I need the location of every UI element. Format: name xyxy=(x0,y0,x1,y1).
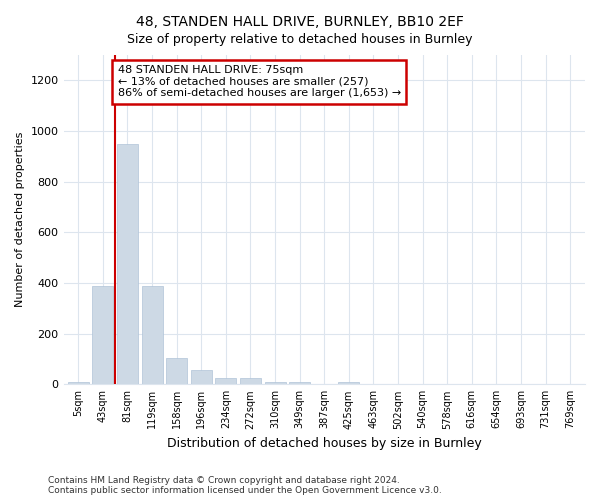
Bar xyxy=(265,382,286,384)
Bar xyxy=(289,382,310,384)
Bar xyxy=(215,378,236,384)
Bar xyxy=(142,286,163,384)
Bar xyxy=(338,382,359,384)
X-axis label: Distribution of detached houses by size in Burnley: Distribution of detached houses by size … xyxy=(167,437,482,450)
Bar xyxy=(240,378,261,384)
Bar xyxy=(166,358,187,384)
Text: 48 STANDEN HALL DRIVE: 75sqm
← 13% of detached houses are smaller (257)
86% of s: 48 STANDEN HALL DRIVE: 75sqm ← 13% of de… xyxy=(118,65,401,98)
Text: Size of property relative to detached houses in Burnley: Size of property relative to detached ho… xyxy=(127,32,473,46)
Bar xyxy=(117,144,138,384)
Bar xyxy=(68,382,89,384)
Bar xyxy=(191,370,212,384)
Bar xyxy=(92,286,113,384)
Y-axis label: Number of detached properties: Number of detached properties xyxy=(15,132,25,308)
Text: Contains HM Land Registry data © Crown copyright and database right 2024.
Contai: Contains HM Land Registry data © Crown c… xyxy=(48,476,442,495)
Text: 48, STANDEN HALL DRIVE, BURNLEY, BB10 2EF: 48, STANDEN HALL DRIVE, BURNLEY, BB10 2E… xyxy=(136,15,464,29)
